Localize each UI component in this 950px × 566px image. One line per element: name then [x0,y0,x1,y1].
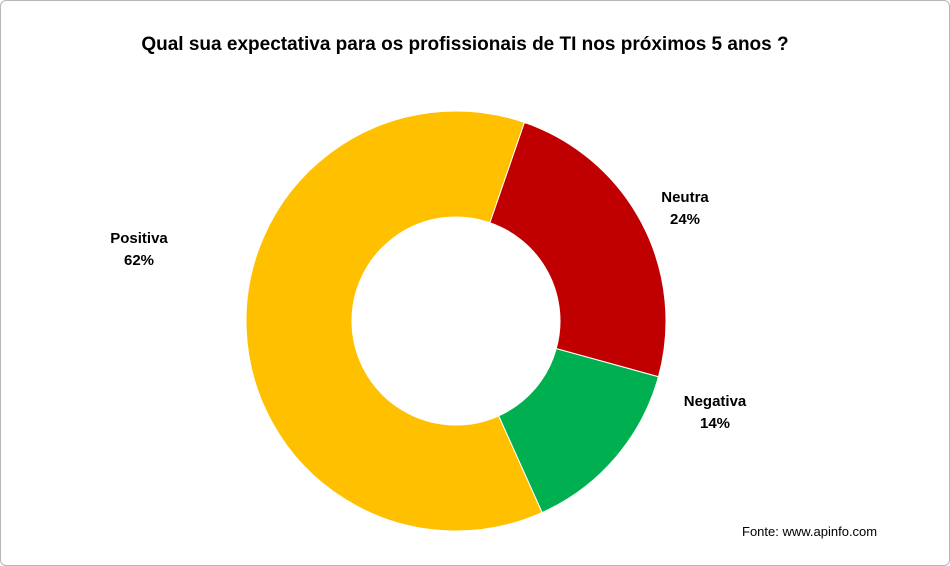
label-positiva-name: Positiva [110,230,168,247]
label-neutra-name: Neutra [661,189,709,206]
chart-title: Qual sua expectativa para os profissiona… [141,34,789,55]
label-neutra: Neutra 24% [640,187,730,231]
label-positiva: Positiva 62% [94,228,184,272]
slice-neutra [489,121,667,378]
slice-negativa [497,348,660,514]
label-positiva-value: 62% [123,252,155,269]
label-negativa-value: 14% [699,415,731,432]
slice-positiva [245,110,543,532]
label-neutra-value: 24% [669,211,701,228]
label-negativa: Negativa 14% [670,391,760,435]
source-note: Fonte: www.apinfo.com [742,524,878,539]
label-negativa-name: Negativa [683,393,747,410]
